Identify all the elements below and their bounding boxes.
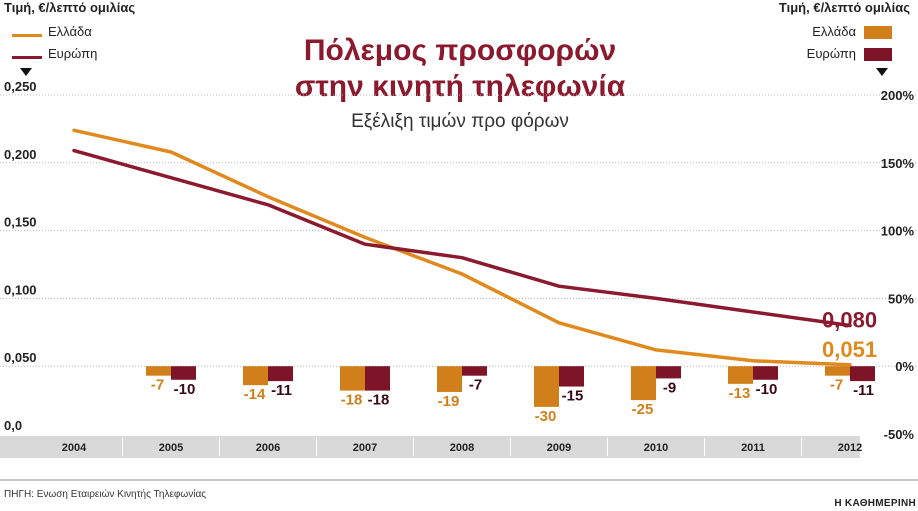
bar-label-europe: -11 bbox=[271, 382, 292, 399]
y-tick-label-left: 0,250 bbox=[4, 79, 37, 94]
y-tick-label-left: 0,150 bbox=[4, 215, 37, 230]
x-tick-label: 2007 bbox=[353, 442, 377, 454]
y-tick-label-right: -50% bbox=[884, 427, 915, 442]
bar-label-europe: -18 bbox=[368, 392, 390, 409]
bar-greece bbox=[340, 366, 365, 391]
legend-line-greece-label: Ελλάδα bbox=[48, 24, 92, 39]
chart-title-line2: στην κινητή τηλεφωνία bbox=[294, 70, 626, 103]
legend-line-europe-swatch bbox=[12, 56, 42, 59]
legend-bar-europe-swatch bbox=[864, 48, 892, 61]
bar-europe bbox=[268, 366, 293, 382]
y-tick-label-left: 0,0 bbox=[4, 418, 22, 433]
line-europe-end-label: 0,080 bbox=[822, 308, 877, 333]
bar-label-europe: -10 bbox=[174, 381, 196, 398]
y-tick-label-right: 150% bbox=[881, 156, 915, 171]
y-tick-label-right: 100% bbox=[881, 224, 915, 239]
y-tick-label-left: 0,050 bbox=[4, 350, 37, 365]
bar-greece bbox=[728, 366, 753, 384]
bar-europe bbox=[850, 366, 875, 382]
legend-bar-greece-label: Ελλάδα bbox=[812, 24, 856, 39]
line-europe bbox=[72, 148, 852, 328]
x-tick-label: 2008 bbox=[450, 442, 474, 454]
bar-europe bbox=[365, 366, 390, 391]
bar-label-greece: -18 bbox=[341, 392, 363, 409]
x-axis-band bbox=[0, 436, 860, 458]
y-tick-label-left: 0,100 bbox=[4, 282, 37, 297]
bar-label-greece: -7 bbox=[830, 377, 843, 394]
x-tick-label: 2010 bbox=[644, 442, 668, 454]
legend-bar-greece-swatch bbox=[864, 26, 892, 39]
bar-label-europe: -15 bbox=[562, 388, 584, 405]
bar-label-greece: -19 bbox=[438, 393, 460, 410]
bar-label-europe: -9 bbox=[663, 379, 676, 396]
left-axis-marker-icon bbox=[20, 68, 32, 76]
chart-subtitle: Εξέλιξη τιμών προ φόρων bbox=[351, 111, 569, 132]
x-tick-label: 2009 bbox=[547, 442, 571, 454]
y-tick-label-right: 200% bbox=[881, 88, 915, 103]
y-tick-label-right: 0% bbox=[895, 359, 914, 374]
bar-label-europe: -10 bbox=[756, 381, 778, 398]
bar-label-greece: -14 bbox=[244, 386, 266, 403]
bar-label-europe: -11 bbox=[853, 382, 874, 399]
line-greece-end-label: 0,051 bbox=[822, 337, 877, 362]
legend-bar-europe-label: Ευρώπη bbox=[806, 46, 856, 61]
y-tick-label-right: 50% bbox=[888, 291, 914, 306]
publisher-logo: Η ΚΑΘΗΜΕΡΙΝΗ bbox=[834, 498, 916, 509]
bar-label-greece: -25 bbox=[632, 401, 654, 418]
line-greece bbox=[72, 128, 852, 367]
source-note: ΠΗΓΗ: Ενωση Εταιρειών Κινητής Τηλεφωνίας bbox=[4, 489, 207, 500]
bar-greece bbox=[534, 366, 559, 407]
bar-greece bbox=[146, 366, 171, 376]
x-tick-label: 2011 bbox=[741, 442, 765, 454]
left-axis-title: Τιμή, €/λεπτό ομιλίας bbox=[4, 0, 136, 15]
x-tick-label: 2004 bbox=[62, 442, 87, 454]
x-tick-label: 2006 bbox=[256, 442, 280, 454]
right-axis-marker-icon bbox=[876, 68, 888, 76]
bar-europe bbox=[559, 366, 584, 387]
bar-europe bbox=[656, 366, 681, 379]
bar-europe bbox=[462, 366, 487, 376]
bar-label-europe: -7 bbox=[469, 377, 482, 394]
legend-line-europe-label: Ευρώπη bbox=[48, 46, 98, 61]
bar-greece bbox=[243, 366, 268, 386]
chart-title-line1: Πόλεμος προσφορών bbox=[303, 34, 617, 67]
bar-label-greece: -7 bbox=[151, 377, 164, 394]
bar-greece bbox=[437, 366, 462, 392]
bar-europe bbox=[753, 366, 778, 380]
bar-label-greece: -30 bbox=[535, 408, 557, 425]
bar-label-greece: -13 bbox=[729, 385, 751, 402]
bar-greece bbox=[825, 366, 850, 376]
y-tick-label-left: 0,200 bbox=[4, 147, 37, 162]
bar-greece bbox=[631, 366, 656, 401]
bar-europe bbox=[171, 366, 196, 380]
x-tick-label: 2005 bbox=[159, 442, 183, 454]
legend-line-greece-swatch bbox=[12, 34, 42, 37]
right-axis-title: Τιμή, €/λεπτό ομιλίας bbox=[778, 0, 910, 15]
x-tick-label: 2012 bbox=[838, 442, 862, 454]
